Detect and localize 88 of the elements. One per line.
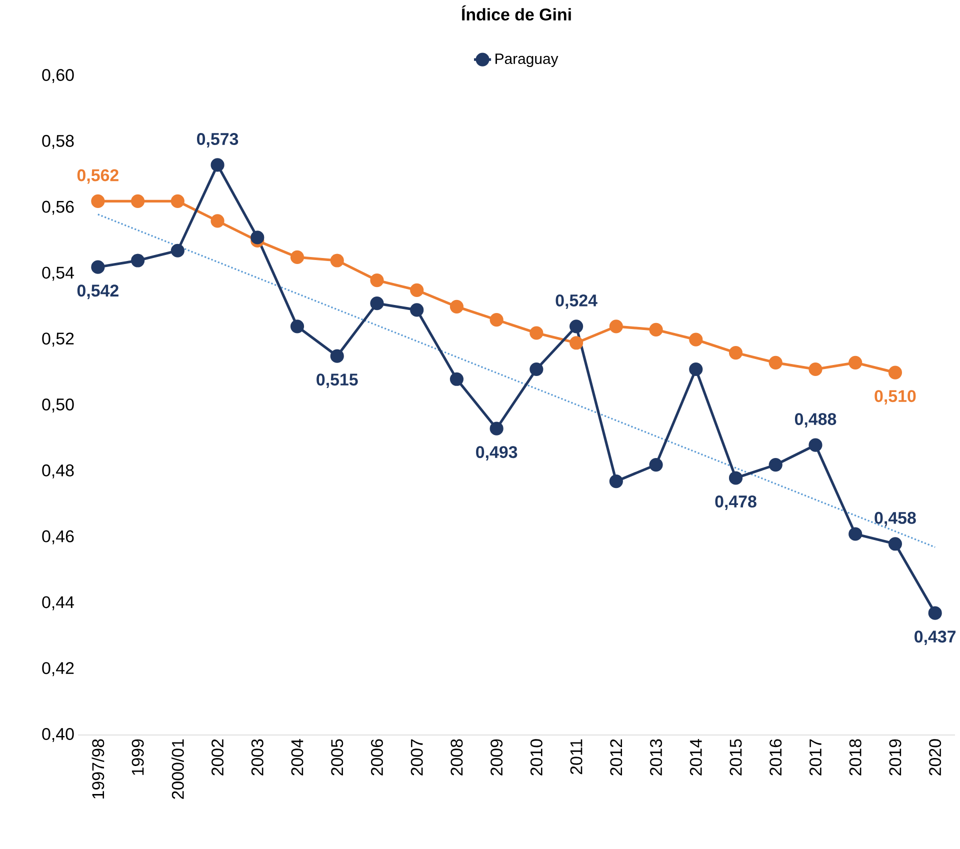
x-tick-label: 1999 [132,739,144,775]
data-label: 0,478 [715,496,756,510]
y-tick-label: 0,46 [42,530,74,544]
point [728,346,743,360]
data-label: 0,510 [874,390,916,405]
data-label: 0,573 [197,132,238,148]
point [410,303,424,317]
point [410,283,424,297]
point [530,326,544,340]
x-tick-label: 2005 [331,739,344,776]
x-tick-label: 2004 [291,739,304,776]
point [131,194,145,208]
x-tick-label: 2008 [450,739,463,776]
y-tick-label: 0,42 [42,662,74,676]
x-tick-label: 2009 [490,739,503,776]
x-tick-label: 2000/01 [171,739,184,799]
point [91,260,105,274]
point [490,422,504,436]
data-label: 0,488 [794,413,836,428]
point [210,158,224,172]
x-tick-label: 2019 [889,739,902,776]
x-tick-label: 2003 [251,739,264,776]
point [848,527,862,541]
x-tick-label: 2014 [690,739,702,776]
point [330,349,344,363]
y-tick-label: 0,50 [42,398,74,412]
point [728,471,743,485]
point [649,322,663,337]
x-tick-label: 2015 [730,739,742,776]
y-tick-label: 0,56 [42,200,74,215]
data-label: 0,437 [914,630,956,646]
y-tick-label: 0,54 [42,266,74,281]
point [530,362,544,376]
point [170,194,184,208]
x-tick-label: 2007 [410,739,423,776]
x-tick-label: 2018 [849,739,862,776]
y-tick-label: 0,40 [42,728,74,742]
point [490,313,504,327]
x-tick-label: 1997/98 [92,739,104,798]
data-label: 0,515 [316,374,358,388]
point [609,320,623,334]
x-tick-label: 2012 [610,739,622,776]
x-tick-label: 2020 [929,739,942,776]
point [689,332,703,346]
point [290,250,304,264]
point [928,606,942,620]
point [210,214,224,228]
point [689,362,703,376]
x-tick-label: 2010 [530,739,542,776]
point [450,372,464,386]
y-tick-label: 0,60 [42,68,74,83]
point [450,300,464,314]
point [170,244,184,258]
point [888,366,902,380]
data-label: 0,458 [874,512,916,526]
point [768,458,782,472]
data-label: 0,542 [77,284,118,300]
y-tick-label: 0,58 [42,134,74,149]
y-tick-label: 0,52 [42,332,74,347]
data-label: 0,562 [77,169,118,184]
legend-label: Paraguay [496,54,558,68]
point [848,356,862,370]
data-label: 0,524 [556,294,598,309]
data-label: 0,493 [476,446,518,461]
point [808,362,822,376]
point [570,320,584,334]
x-tick-label: 2002 [212,739,224,776]
x-tick-label: 2016 [770,739,782,776]
point [250,230,264,244]
x-tick-label: 2017 [809,739,822,776]
point [330,254,344,268]
y-tick-label: 0,44 [42,596,74,610]
point [649,458,663,472]
point [570,336,584,350]
point [370,273,384,288]
point [768,356,782,370]
point [609,474,623,488]
point [808,438,822,452]
x-tick-label: 2013 [650,739,662,776]
point [370,296,384,310]
point [290,320,304,334]
x-tick-label: 2011 [570,739,582,774]
x-tick-label: 2006 [370,739,383,776]
chart-title: Índice de Gini [462,5,571,21]
point [888,537,902,551]
point [91,194,105,208]
point [131,254,145,268]
y-tick-label: 0,48 [42,464,74,478]
